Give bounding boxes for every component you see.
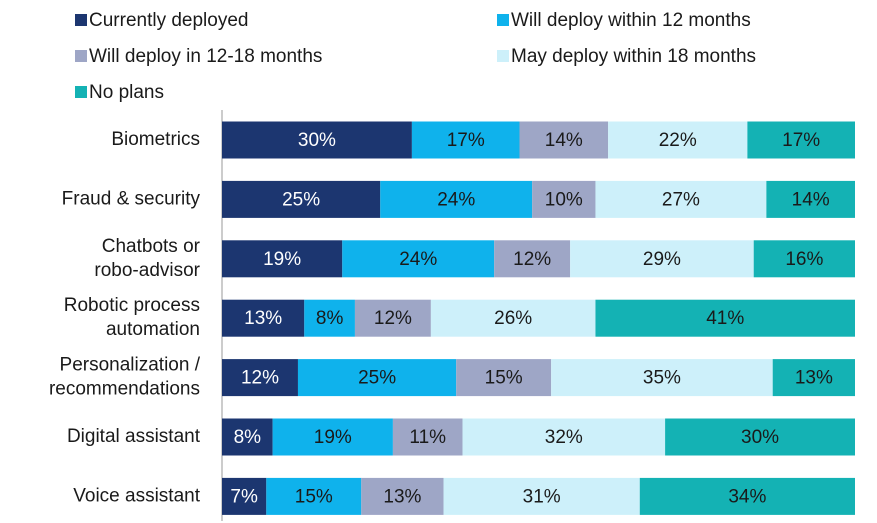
y-tick-label: Digital assistant [67,426,201,447]
data-label: 12% [241,368,279,389]
bar-segment [411,121,520,159]
data-label: 17% [782,130,820,151]
data-label: 35% [643,368,681,389]
data-label: 24% [437,189,475,210]
data-label: 41% [706,308,744,329]
data-label: 17% [447,130,485,151]
data-label: 30% [298,130,336,151]
data-label: 14% [792,189,830,210]
bar-segment [380,180,533,218]
legend-swatch [75,86,87,98]
y-tick-label: Robotic process automation [64,295,200,340]
bar-segment [222,418,273,456]
y-tick-label: Voice assistant [73,485,200,506]
legend-label: Will deploy within 12 months [511,10,751,31]
legend-swatch [75,50,87,62]
data-label: 15% [485,368,523,389]
bar-segment [304,299,355,337]
bar-segment [595,180,767,218]
bar-segment [392,418,463,456]
bar-segment [665,418,855,456]
bar-segment [222,240,343,278]
y-tick-label: Personalization / recommendations [49,355,201,400]
bar-segment [551,359,773,397]
y-tick-label: Chatbots or robo-advisor [94,236,200,281]
bar-segment [532,180,596,218]
data-label: 24% [399,249,437,270]
bar-segment [354,299,431,337]
bar-segment [222,477,267,515]
data-label: 29% [643,249,681,270]
data-label: 10% [545,189,583,210]
bar-segment [361,477,444,515]
bar-segment [222,299,305,337]
data-label: 12% [513,249,551,270]
data-label: 7% [230,486,258,507]
y-tick-label: Biometrics [111,129,200,150]
data-label: 13% [383,486,421,507]
bar-segment [222,180,381,218]
bar-segment [443,477,640,515]
bar-segment [462,418,666,456]
data-label: 15% [295,486,333,507]
data-label: 13% [795,368,833,389]
legend-swatch [75,14,87,26]
data-label: 30% [741,427,779,448]
bar-segment [222,359,298,397]
bar-segment [519,121,609,159]
bar-segment [494,240,571,278]
bar-segment [342,240,495,278]
bar-segment [222,121,412,159]
data-label: 27% [662,189,700,210]
data-label: 31% [523,486,561,507]
data-label: 12% [374,308,412,329]
data-label: 13% [244,308,282,329]
bar-segment [272,418,393,456]
bar-segment [266,477,362,515]
bar-segment [747,121,855,159]
bar-segment [456,359,552,397]
legend-label: No plans [89,82,164,103]
data-label: 32% [545,427,583,448]
data-label: 19% [263,249,301,270]
data-label: 8% [316,308,344,329]
legend-swatch [497,50,509,62]
data-label: 22% [659,130,697,151]
data-label: 11% [409,427,446,448]
legend-swatch [497,14,509,26]
bar-segment [639,477,855,515]
data-label: 25% [282,189,320,210]
legend-label: May deploy within 18 months [511,46,756,67]
bar-segment [608,121,748,159]
bar-segment [772,359,855,397]
data-label: 8% [234,427,262,448]
bar-segment [595,299,855,337]
bar-segment [297,359,457,397]
data-label: 16% [785,249,823,270]
bar-segment [753,240,855,278]
legend-label: Currently deployed [89,10,248,31]
y-tick-label: Fraud & security [62,188,201,209]
data-label: 25% [358,368,396,389]
legend-label: Will deploy in 12-18 months [89,46,322,67]
bar-segment [430,299,596,337]
data-label: 19% [314,427,352,448]
bar-segment [766,180,855,218]
bar-segment [570,240,754,278]
data-label: 14% [545,130,583,151]
data-label: 26% [494,308,532,329]
data-label: 34% [728,486,766,507]
